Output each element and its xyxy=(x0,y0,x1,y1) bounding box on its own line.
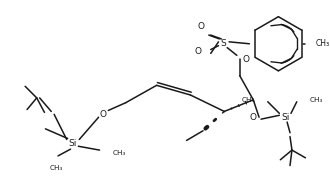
Text: S: S xyxy=(220,39,226,48)
Text: O: O xyxy=(195,47,202,56)
Text: CH₃: CH₃ xyxy=(316,39,330,48)
Text: CH₃: CH₃ xyxy=(112,150,125,156)
Text: O: O xyxy=(242,55,249,64)
Text: Si: Si xyxy=(281,113,289,122)
Text: O: O xyxy=(100,110,107,119)
Text: Si: Si xyxy=(68,139,77,148)
Text: CH₃: CH₃ xyxy=(242,97,255,103)
Text: O: O xyxy=(250,113,257,122)
Text: CH₃: CH₃ xyxy=(309,97,323,103)
Text: CH₃: CH₃ xyxy=(50,165,63,170)
Text: O: O xyxy=(198,22,205,31)
